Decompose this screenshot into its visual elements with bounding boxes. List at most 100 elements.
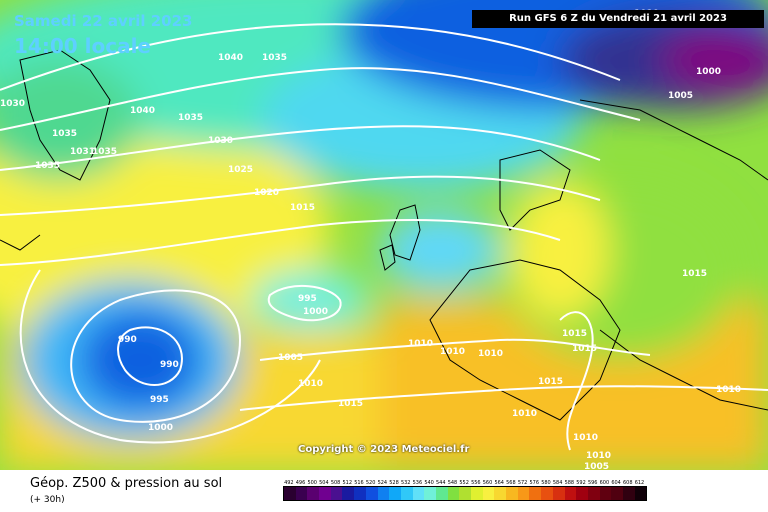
- forecast-offset: (+ 30h): [30, 495, 65, 505]
- isobar-label: 1015: [538, 377, 563, 387]
- isobar-label: 1010: [716, 385, 741, 395]
- coastlines: [0, 49, 768, 421]
- scale-label: 584: [552, 480, 563, 486]
- scale-swatch: [599, 487, 612, 500]
- isobar-label: 1015: [572, 344, 597, 354]
- isobar-label: 1000: [148, 423, 173, 433]
- scale-label: 528: [389, 480, 399, 486]
- isobar-label: 1035: [35, 161, 60, 171]
- scale-swatch: [424, 487, 436, 500]
- scale-label: 496: [295, 480, 306, 486]
- scale-label: 604: [611, 480, 621, 486]
- scale-swatch: [377, 487, 390, 500]
- scale-label: 564: [494, 480, 504, 486]
- isobar-label: 995: [298, 294, 317, 304]
- scale-swatch: [447, 487, 460, 500]
- scale-swatch: [459, 487, 471, 500]
- scale-label: 612: [634, 480, 645, 486]
- isobar-label: 1035: [178, 113, 203, 123]
- color-scale: 492 496 500 504 508 512 516 520 524 528 532 536 540 5…: [283, 480, 648, 501]
- isobar-label: 1035: [52, 129, 77, 139]
- scale-label: 596: [587, 480, 598, 486]
- scale-swatch: [494, 487, 507, 500]
- scale-swatch: [529, 487, 542, 500]
- isobar-label: 1040: [130, 106, 155, 116]
- pressure-map: 1040 103510301040103510351031103510351030…: [0, 0, 768, 470]
- map-title: Géop. Z500 & pression au sol: [30, 476, 223, 491]
- forecast-date: Samedi 22 avril 2023: [14, 12, 193, 30]
- scale-labels: 492 496 500 504 508 512 516 520 524 528 532 536 540 5…: [283, 480, 647, 486]
- isobar-label: 1000: [303, 307, 328, 317]
- isobar-label: 1025: [228, 165, 253, 175]
- scale-bar: [283, 486, 648, 501]
- scale-swatch: [482, 487, 495, 500]
- scale-label: 600: [599, 480, 610, 486]
- scale-swatch: [576, 487, 588, 500]
- scale-swatch: [319, 487, 331, 500]
- copyright-text: Copyright © 2023 Meteociel.fr: [298, 444, 470, 455]
- scale-label: 588: [564, 480, 575, 486]
- scale-label: 512: [342, 480, 353, 486]
- scale-label: 556: [471, 480, 481, 486]
- scale-swatch: [284, 487, 296, 500]
- scale-label: 544: [436, 480, 446, 486]
- isobar-label: 1010: [586, 451, 611, 461]
- isobar-label: 1020: [254, 188, 279, 198]
- isobar-label: 1040: [218, 53, 243, 63]
- isobar-label: 1015: [562, 329, 587, 339]
- geopotential-field: [0, 0, 768, 470]
- scale-label: 540: [424, 480, 434, 486]
- isobar-label: 1000: [696, 67, 721, 77]
- isobar-label: 1035: [92, 147, 117, 157]
- scale-swatch: [541, 487, 553, 500]
- scale-swatch: [564, 487, 577, 500]
- isobar-label: 1035: [262, 53, 287, 63]
- isobar-label: 1015: [682, 269, 707, 279]
- scale-swatch: [506, 487, 518, 500]
- scale-swatch: [611, 487, 623, 500]
- scale-label: 500: [307, 480, 317, 486]
- scale-label: 520: [365, 480, 376, 486]
- scale-label: 572: [517, 480, 528, 486]
- isobar-label: 990: [160, 360, 179, 370]
- scale-swatch: [552, 487, 565, 500]
- scale-label: 568: [506, 480, 516, 486]
- scale-label: 504: [319, 480, 329, 486]
- scale-swatch: [354, 487, 366, 500]
- scale-label: 516: [354, 480, 364, 486]
- scale-label: 548: [447, 480, 458, 486]
- scale-label: 524: [377, 480, 388, 486]
- isobar-label: 1010: [512, 409, 537, 419]
- isobar-label: 1030: [208, 136, 233, 146]
- scale-swatch: [517, 487, 530, 500]
- isobar-label: 1030: [0, 99, 25, 109]
- scale-swatch: [400, 487, 413, 500]
- forecast-time: 14:00 locale: [14, 34, 151, 58]
- scale-swatch: [587, 487, 600, 500]
- isobar-label: 1010: [478, 349, 503, 359]
- scale-swatch: [365, 487, 378, 500]
- run-info-bar: Run GFS 6 Z du Vendredi 21 avril 2023: [472, 10, 764, 28]
- isobar-label: 1010: [573, 433, 598, 443]
- scale-label: 592: [576, 480, 586, 486]
- isobar-label: 1015: [338, 399, 363, 409]
- isobar-label: 995: [150, 395, 169, 405]
- scale-swatch: [435, 487, 448, 500]
- scale-label: 576: [529, 480, 540, 486]
- scale-swatch: [342, 487, 355, 500]
- scale-swatch: [295, 487, 308, 500]
- scale-label: 536: [412, 480, 423, 486]
- scale-swatch: [307, 487, 320, 500]
- isobar-label: 1010: [298, 379, 323, 389]
- scale-label: 508: [330, 480, 341, 486]
- scale-label: 492: [284, 480, 294, 486]
- scale-swatch: [412, 487, 425, 500]
- scale-label: 552: [459, 480, 469, 486]
- isobar-lines: [0, 23, 768, 451]
- scale-swatch: [622, 487, 635, 500]
- isobar-label: 990: [118, 335, 137, 345]
- isobar-label: 1015: [290, 203, 315, 213]
- isobar-label: 1010: [408, 339, 433, 349]
- scale-swatch: [471, 487, 483, 500]
- isobar-label: 1010: [440, 347, 465, 357]
